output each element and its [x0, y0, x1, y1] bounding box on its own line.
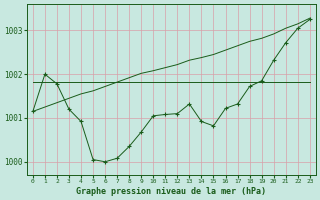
X-axis label: Graphe pression niveau de la mer (hPa): Graphe pression niveau de la mer (hPa) — [76, 187, 266, 196]
